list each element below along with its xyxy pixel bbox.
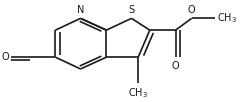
Text: O: O [172, 61, 179, 71]
Text: CH$_3$: CH$_3$ [128, 86, 148, 100]
Text: S: S [128, 5, 135, 15]
Text: O: O [188, 5, 196, 15]
Text: N: N [77, 5, 84, 15]
Text: O: O [2, 52, 9, 62]
Text: CH$_3$: CH$_3$ [217, 11, 237, 25]
